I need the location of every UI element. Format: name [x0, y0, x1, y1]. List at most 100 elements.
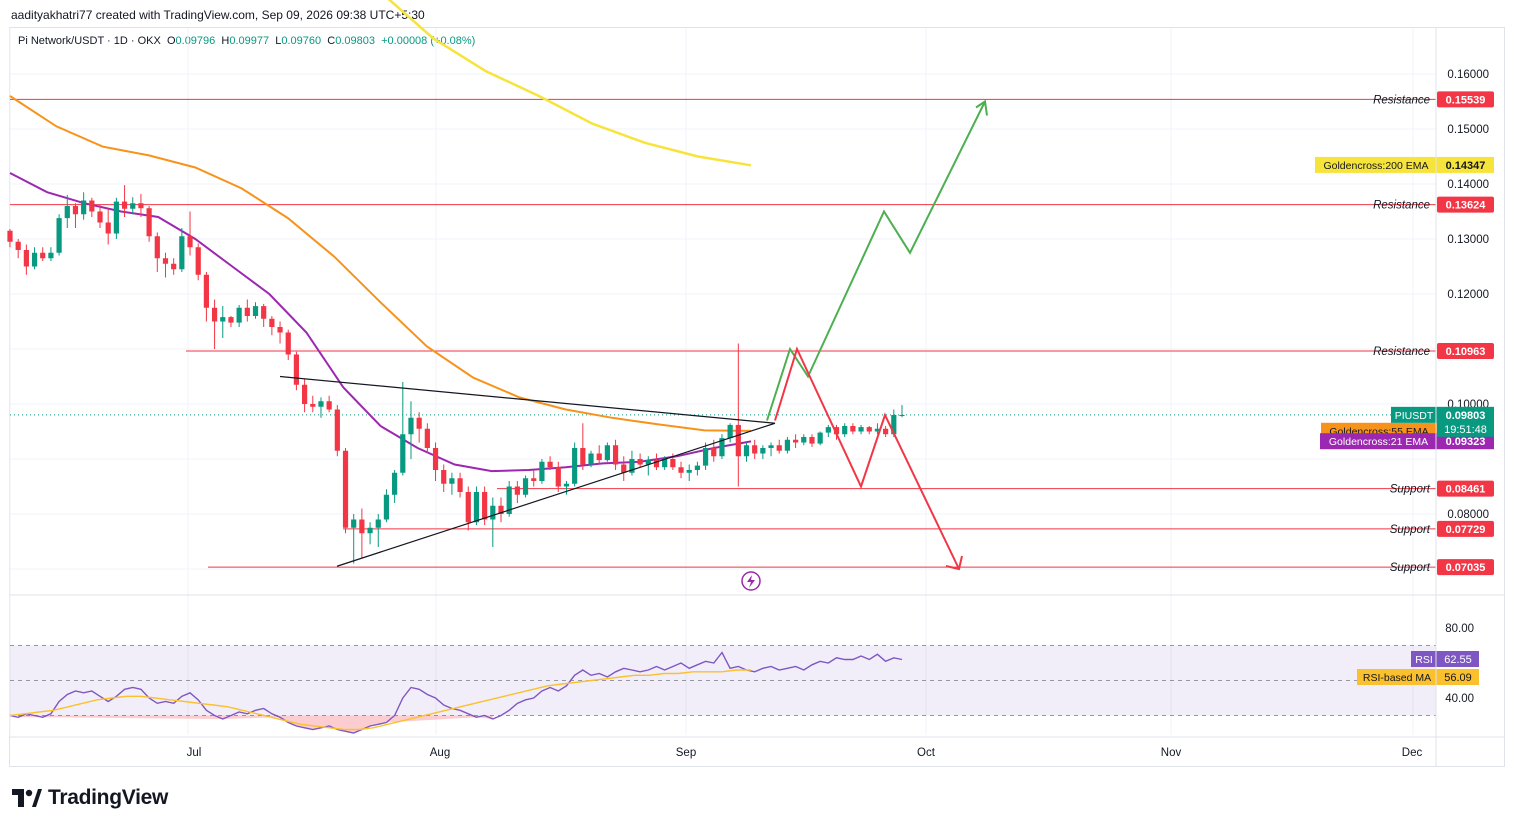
- candle-body: [743, 445, 750, 457]
- candle-body: [801, 437, 807, 443]
- candle-body: [825, 427, 831, 433]
- candle-body: [392, 472, 398, 495]
- candle: [604, 442, 610, 462]
- candle: [449, 472, 455, 495]
- candle-body: [113, 201, 119, 234]
- candle: [367, 522, 373, 545]
- candle: [97, 204, 103, 228]
- candle-body: [228, 317, 234, 323]
- rsi-axis-tick: 40.00: [1445, 693, 1474, 705]
- tradingview-logo[interactable]: TradingView: [12, 786, 168, 810]
- candle-body: [498, 505, 504, 514]
- indicator-value: 0.14347: [1446, 160, 1486, 172]
- level-price-badge: [1437, 480, 1494, 497]
- level-label-resistance: Resistance: [1373, 346, 1430, 358]
- time-axis-tick: Dec: [1402, 747, 1423, 759]
- candle-body: [40, 252, 46, 259]
- candle: [228, 316, 234, 327]
- price-axis-tick: 0.13000: [1447, 234, 1489, 246]
- candle: [612, 439, 619, 470]
- rsi-value: 56.09: [1444, 672, 1472, 684]
- candle-body: [424, 428, 430, 448]
- symbol-badge: [1391, 406, 1437, 423]
- rsi-value-badge: [1437, 651, 1479, 667]
- candle-body: [809, 437, 815, 444]
- candle-body: [97, 211, 103, 223]
- candle-body: [408, 417, 414, 435]
- candle: [686, 464, 692, 481]
- candle: [293, 351, 300, 391]
- candle-body: [302, 384, 308, 404]
- candle-body: [105, 222, 111, 234]
- candle-body: [776, 445, 782, 451]
- symbol-title[interactable]: Pi Network/USDT · 1D · OKX: [18, 35, 161, 47]
- candle-body: [220, 317, 226, 322]
- candle-body: [56, 218, 62, 253]
- rsi-oversold-fill: [18, 715, 493, 733]
- candle: [539, 459, 545, 484]
- candle-body: [612, 445, 619, 465]
- candle: [48, 247, 54, 261]
- candle-body: [719, 438, 725, 457]
- candle-body: [563, 483, 570, 487]
- candle-body: [899, 415, 905, 416]
- candle-body: [596, 453, 602, 461]
- candle-body: [293, 354, 300, 385]
- candle-body: [179, 236, 185, 270]
- high-label: H: [221, 35, 230, 47]
- candle-body: [7, 230, 13, 242]
- candle-body: [15, 241, 21, 250]
- candle: [588, 450, 594, 468]
- candle: [15, 239, 21, 259]
- candle: [629, 450, 635, 476]
- time-axis-tick: Nov: [1161, 747, 1182, 759]
- candle: [727, 423, 733, 443]
- candle: [269, 316, 275, 336]
- candle: [490, 497, 496, 547]
- candle: [416, 412, 422, 443]
- candle: [351, 514, 357, 564]
- candle-body: [490, 505, 496, 520]
- level-label-resistance: Resistance: [1373, 200, 1430, 212]
- candle-body: [342, 450, 349, 528]
- candle: [408, 401, 414, 459]
- candle-body: [359, 519, 365, 534]
- tradingview-logo-icon: [12, 789, 42, 807]
- candle-body: [154, 236, 160, 259]
- rsi-value: 62.55: [1444, 654, 1472, 666]
- candle-body: [171, 263, 177, 270]
- candle-body: [277, 327, 283, 333]
- candle: [817, 431, 823, 446]
- candle: [56, 214, 62, 256]
- candle-body: [457, 478, 463, 492]
- candle-body: [367, 527, 373, 534]
- candle-body: [817, 432, 823, 444]
- indicator-value-badge: [1437, 156, 1494, 173]
- candle: [809, 434, 815, 447]
- candle: [760, 445, 766, 459]
- low-value: 0.09760: [281, 35, 322, 47]
- indicator-name-badge: [1320, 433, 1437, 450]
- candle: [179, 228, 185, 272]
- candle-body: [48, 252, 54, 259]
- candle-body: [473, 492, 480, 523]
- last-price-value: 0.09803: [1446, 410, 1486, 422]
- candle-body: [31, 252, 38, 267]
- candle: [842, 423, 848, 437]
- candle-body: [866, 427, 872, 432]
- candle: [743, 442, 750, 462]
- candle: [768, 442, 774, 457]
- ema55-line: [9, 95, 752, 432]
- level-label-resistance: Resistance: [1373, 94, 1430, 106]
- level-price-value: 0.08461: [1446, 484, 1486, 496]
- candle: [121, 185, 128, 217]
- candle-body: [768, 445, 774, 448]
- candle: [793, 434, 799, 448]
- candle: [531, 470, 537, 487]
- candle-body: [23, 250, 29, 267]
- candle-body: [269, 318, 275, 327]
- rsi-axis-tick: 80.00: [1445, 623, 1474, 635]
- candle: [334, 405, 340, 457]
- rsi-ma-line: [9, 669, 751, 731]
